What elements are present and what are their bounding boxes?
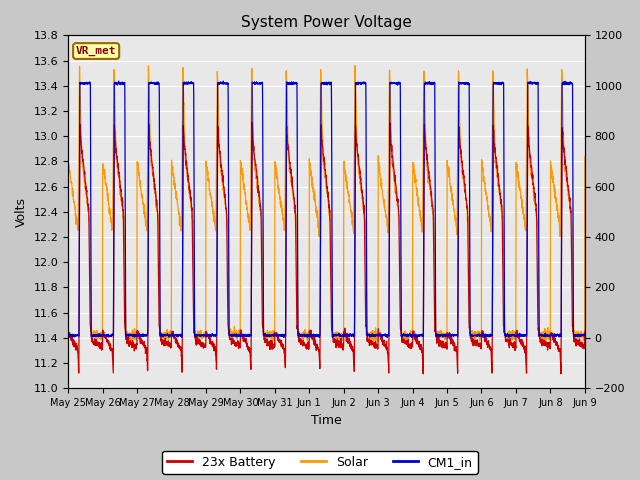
Title: System Power Voltage: System Power Voltage: [241, 15, 412, 30]
X-axis label: Time: Time: [311, 414, 342, 427]
Solar: [285, 155, 292, 161]
CM1_in: [154, 80, 161, 86]
CM1_in: [581, 333, 589, 338]
Solar: [123, 341, 131, 347]
Solar: [351, 63, 359, 69]
23x Battery: [64, 325, 72, 331]
Solar: [262, 336, 270, 342]
CM1_in: [64, 333, 72, 339]
Solar: [154, 211, 162, 217]
23x Battery: [262, 339, 270, 345]
Solar: [515, 179, 523, 184]
23x Battery: [285, 149, 292, 155]
23x Battery: [248, 120, 256, 125]
23x Battery: [154, 214, 161, 219]
CM1_in: [515, 332, 523, 338]
23x Battery: [581, 328, 589, 334]
23x Battery: [571, 337, 579, 343]
23x Battery: [419, 371, 427, 377]
23x Battery: [515, 338, 523, 344]
CM1_in: [316, 335, 323, 340]
Text: VR_met: VR_met: [76, 46, 116, 56]
CM1_in: [220, 78, 227, 84]
Solar: [64, 154, 72, 160]
Solar: [581, 154, 589, 160]
CM1_in: [285, 82, 292, 87]
Line: 23x Battery: 23x Battery: [68, 122, 585, 374]
Solar: [571, 337, 579, 343]
23x Battery: [124, 340, 131, 346]
Legend: 23x Battery, Solar, CM1_in: 23x Battery, Solar, CM1_in: [163, 451, 477, 474]
Y-axis label: Volts: Volts: [15, 197, 28, 227]
Line: Solar: Solar: [68, 66, 585, 344]
Solar: [124, 331, 131, 337]
CM1_in: [124, 333, 131, 339]
CM1_in: [262, 332, 270, 338]
CM1_in: [571, 333, 579, 338]
Line: CM1_in: CM1_in: [68, 81, 585, 337]
